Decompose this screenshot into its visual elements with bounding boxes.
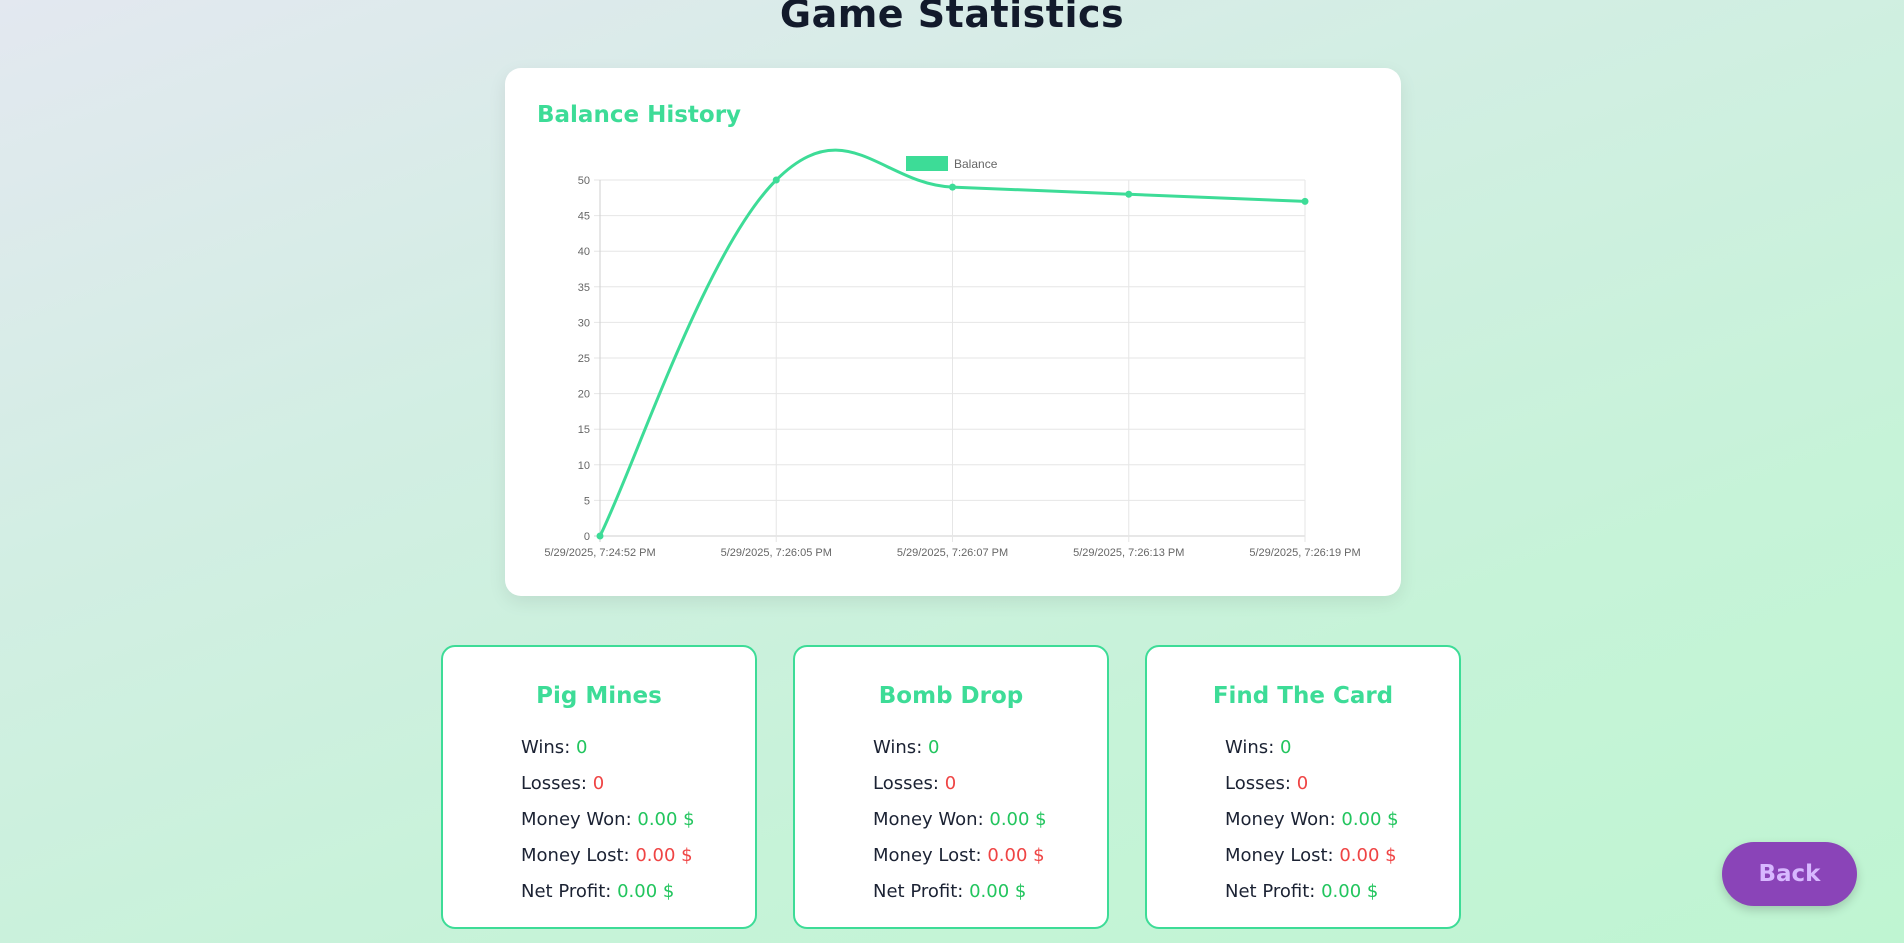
money-won-label: Money Won: [521,809,632,830]
wins-row: Wins: 0 [521,730,695,766]
back-button[interactable]: Back [1722,842,1857,906]
wins-value: 0 [1280,737,1292,758]
money-lost-value: 0.00 $ [635,845,693,866]
money-won-value: 0.00 $ [637,809,695,830]
wins-value: 0 [576,737,588,758]
y-tick-label: 15 [578,424,590,436]
net-profit-row: Net Profit: 0.00 $ [521,874,695,910]
money-won-row: Money Won: 0.00 $ [873,802,1047,838]
y-tick-label: 45 [578,211,590,223]
x-tick-label: 5/29/2025, 7:26:05 PM [721,547,832,559]
money-won-row: Money Won: 0.00 $ [1225,802,1399,838]
y-tick-label: 35 [578,282,590,294]
game-card-title: Bomb Drop [878,683,1024,709]
net-profit-label: Net Profit: [873,881,964,902]
losses-label: Losses: [1225,773,1291,794]
data-point [949,183,956,191]
wins-label: Wins: [873,737,923,758]
series-line [598,148,1306,537]
money-won-value: 0.00 $ [989,809,1047,830]
x-tick-label: 5/29/2025, 7:26:19 PM [1249,547,1360,559]
game-card-find-the-card: Find The Card Wins: 0 Losses: 0 Money Wo… [1145,645,1461,929]
money-won-row: Money Won: 0.00 $ [521,802,695,838]
net-profit-label: Net Profit: [1225,881,1316,902]
losses-value: 0 [592,773,605,794]
money-won-label: Money Won: [1225,809,1336,830]
money-lost-label: Money Lost: [1225,845,1334,866]
x-tick-label: 5/29/2025, 7:24:52 PM [544,547,655,559]
y-tick-label: 0 [584,531,590,543]
y-tick-label: 10 [578,460,590,472]
net-profit-row: Net Profit: 0.00 $ [1225,874,1399,910]
wins-value: 0 [928,737,940,758]
y-tick-label: 50 [578,175,590,187]
data-point [1301,197,1309,205]
x-tick-label: 5/29/2025, 7:26:07 PM [897,547,1008,559]
y-tick-label: 20 [578,389,590,401]
y-tick-label: 30 [578,317,590,329]
losses-label: Losses: [873,773,939,794]
money-lost-label: Money Lost: [873,845,982,866]
game-card-title: Find The Card [1212,683,1394,709]
game-card-title: Pig Mines [536,683,662,709]
data-point [1125,190,1133,198]
money-lost-value: 0.00 $ [1339,845,1397,866]
money-lost-value: 0.00 $ [987,845,1045,866]
net-profit-value: 0.00 $ [617,881,675,902]
wins-label: Wins: [1225,737,1275,758]
losses-row: Losses: 0 [1225,766,1399,802]
net-profit-value: 0.00 $ [1321,881,1379,902]
legend-swatch [906,156,948,171]
money-lost-row: Money Lost: 0.00 $ [873,838,1047,874]
game-card-pig-mines: Pig Mines Wins: 0 Losses: 0 Money Won: 0… [441,645,757,929]
y-tick-label: 40 [578,246,590,258]
money-lost-label: Money Lost: [521,845,630,866]
losses-label: Losses: [521,773,587,794]
net-profit-value: 0.00 $ [969,881,1027,902]
net-profit-row: Net Profit: 0.00 $ [873,874,1047,910]
money-won-label: Money Won: [873,809,984,830]
wins-row: Wins: 0 [873,730,1047,766]
net-profit-label: Net Profit: [521,881,612,902]
y-tick-label: 25 [578,353,590,365]
x-tick-label: 5/29/2025, 7:26:13 PM [1073,547,1184,559]
money-lost-row: Money Lost: 0.00 $ [521,838,695,874]
wins-row: Wins: 0 [1225,730,1399,766]
balance-history-card: Balance History 0 5 10 15 20 25 30 35 40 45 50 5/29… [505,68,1401,596]
chart-title: Balance History [537,102,742,128]
balance-chart: 0 5 10 15 20 25 30 35 40 45 50 5/29/2025, 7:24:52 P… [544,148,1361,559]
losses-value: 0 [1296,773,1309,794]
y-tick-label: 5 [584,495,590,507]
page-title: Game Statistics [779,0,1125,36]
data-point [772,176,780,184]
losses-value: 0 [944,773,957,794]
losses-row: Losses: 0 [873,766,1047,802]
wins-label: Wins: [521,737,571,758]
money-lost-row: Money Lost: 0.00 $ [1225,838,1399,874]
legend-label: Balance [954,157,998,171]
money-won-value: 0.00 $ [1341,809,1399,830]
data-point [596,532,604,540]
game-card-bomb-drop: Bomb Drop Wins: 0 Losses: 0 Money Won: 0… [793,645,1109,929]
losses-row: Losses: 0 [521,766,695,802]
